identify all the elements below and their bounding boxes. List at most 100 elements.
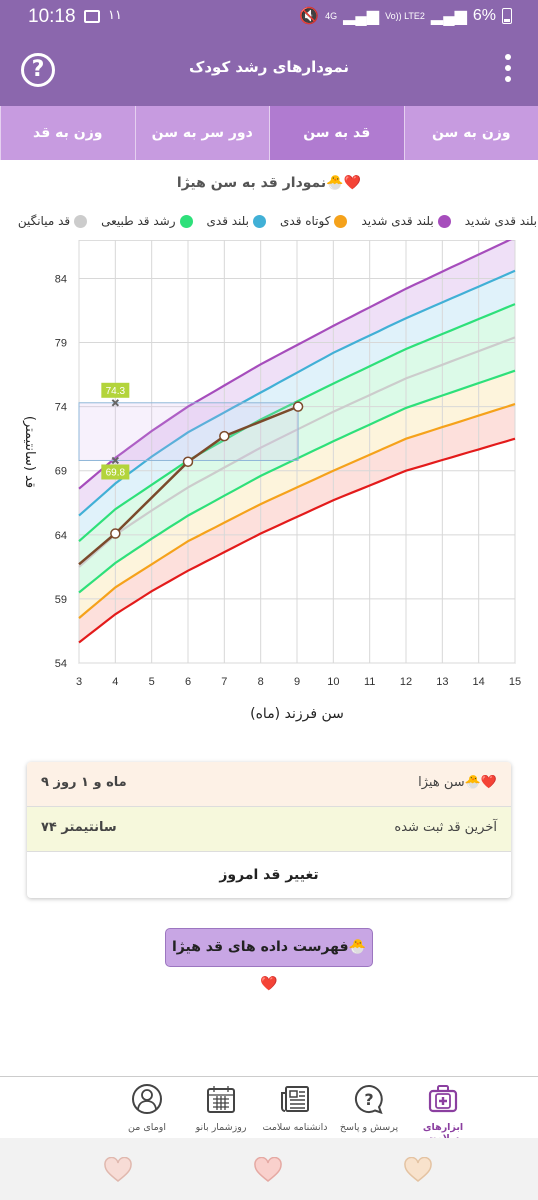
status-time: 10:18 (28, 6, 76, 27)
network-type: 4G (325, 10, 338, 21)
x-tick-label: 7 (221, 676, 227, 688)
series-line (78, 369, 516, 594)
chart-svg[interactable]: 74.3 69.8 3 4 5 6 7 8 9 10 11 12 13 14 15 54 59 64 69 74 79… (0, 236, 538, 730)
legend-item-normal[interactable]: رشد قد طبیعی (101, 214, 193, 228)
tab-weight-for-age[interactable]: وزن به سن (403, 106, 538, 160)
x-tick-label: 13 (436, 676, 448, 688)
x-tick-label: 15 (509, 676, 521, 688)
legend-label: کوتاه قدی (280, 214, 331, 228)
status-bar: 10:18 ۱۱ 🔇 4G ▂▄▆ Vo)) LTE2 ▂▄▆ 6% (0, 0, 538, 34)
legend-label: بلند قدی شدید (464, 214, 537, 228)
legend-label: بلند قدی (206, 214, 249, 228)
x-tick-label: 5 (149, 676, 155, 688)
nav-calendar[interactable]: روزشمار بانو (184, 1077, 258, 1138)
help-button[interactable]: ? (21, 53, 55, 87)
calendar-icon (207, 1086, 235, 1113)
change-height-button[interactable]: تغییر قد امروز (219, 867, 319, 883)
marker-label: 74.3 (106, 386, 126, 397)
nav-label: روزشمار بانو (195, 1122, 247, 1133)
chart-legend: بلند قدی شدید بلند قدی شدید کوتاه قدی بل… (18, 214, 538, 228)
series-line (78, 303, 516, 543)
y-tick-label: 59 (55, 594, 67, 606)
heart-icon[interactable] (403, 1157, 433, 1183)
battery-icon (502, 8, 512, 24)
heart-icon[interactable] (103, 1157, 133, 1183)
newspaper-icon (281, 1086, 309, 1112)
legend-item-short[interactable]: کوتاه قدی (280, 214, 348, 228)
app-bar: ? نمودارهای رشد کودک (0, 34, 538, 106)
last-height-label: آخرین قد ثبت شده (394, 820, 497, 835)
medical-kit-icon (428, 1085, 458, 1113)
child-data-point (182, 456, 194, 468)
legend-dot (437, 214, 451, 228)
tab-weight-for-height[interactable]: وزن به قد (0, 106, 135, 160)
marker-cross (111, 456, 120, 465)
nav-label: دانشنامه سلامت (262, 1122, 328, 1133)
age-row: سن هیژا🐣❤️ ۹ ماه و ۱ روز (27, 762, 511, 807)
heart-icon[interactable] (253, 1157, 283, 1183)
x-tick-label: 3 (76, 676, 82, 688)
x-tick-label: 4 (112, 676, 118, 688)
legend-item-very-tall[interactable]: بلند قدی شدید (361, 214, 451, 228)
last-height-row: آخرین قد ثبت شده ۷۴ سانتیمتر (27, 807, 511, 852)
legend-dot (334, 214, 348, 228)
x-tick-label: 8 (258, 676, 264, 688)
question-bubble-icon: ? (354, 1084, 383, 1115)
child-data-point (219, 430, 230, 442)
mute-icon: 🔇 (299, 8, 320, 25)
marker-label: 69.8 (106, 467, 126, 478)
legend-label: بلند قدی شدید (361, 214, 434, 228)
y-tick-label: 84 (55, 273, 67, 285)
signal-icon-2: ▂▄▆ (430, 8, 467, 25)
marker-cross (111, 399, 120, 407)
legend-item-average[interactable]: قد میانگین (18, 214, 88, 228)
gallery-icon (84, 10, 100, 23)
value-marker: 69.8 (101, 456, 130, 480)
series-line (78, 269, 516, 517)
height-for-age-chart: 74.3 69.8 3 4 5 6 7 8 9 10 11 12 13 14 15 54 59 64 69 74 79… (0, 236, 538, 730)
marker-label-bg (101, 382, 130, 398)
series-line (78, 336, 516, 568)
x-tick-label: 14 (473, 676, 485, 688)
x-tick-label: 6 (185, 676, 191, 688)
y-tick-label: 54 (55, 658, 67, 670)
nav-profile[interactable]: اومای من (110, 1077, 184, 1138)
legend-label: رشد قد طبیعی (101, 214, 176, 228)
legend-dot (253, 214, 266, 228)
overflow-menu-button[interactable] (504, 54, 512, 86)
x-tick-label: 12 (400, 676, 412, 688)
legend-item-tall[interactable]: بلند قدی (207, 214, 266, 228)
age-value: ۹ ماه و ۱ روز (41, 775, 127, 790)
battery-level: 6% (472, 7, 496, 24)
nav-encyclopedia[interactable]: دانشنامه سلامت (258, 1077, 332, 1138)
series-line (78, 403, 516, 619)
y-axis-label: قد (سانتیمتر) (22, 416, 37, 488)
child-data-point (110, 528, 121, 539)
tab-head-for-age[interactable]: دور سر به سن (134, 106, 270, 160)
app-title: نمودارهای رشد کودک (188, 58, 350, 76)
y-tick-label: 69 (55, 466, 67, 478)
svg-text:?: ? (364, 1090, 373, 1109)
legend-dot (179, 214, 193, 228)
tab-height-for-age[interactable]: قد به سن (269, 106, 404, 160)
nav-qa[interactable]: ? پرسش و پاسخ (332, 1077, 406, 1138)
age-label: سن هیژا🐣❤️ (418, 775, 497, 790)
legend-item-cut[interactable]: بلند قدی شدید (465, 214, 538, 228)
x-axis-label: سن فرزند (ماه) (250, 706, 344, 722)
last-height-value: ۷۴ سانتیمتر (41, 820, 117, 835)
height-list-button[interactable]: فهرست داده های قد هیژا🐣❤️ (165, 928, 373, 992)
profile-icon (132, 1084, 162, 1114)
nav-health-tools[interactable]: ابزارهای سلامت (406, 1077, 480, 1144)
highlight-box (78, 402, 299, 461)
tab-bar: وزن به سن قد به سن دور سر به سن وزن به ق… (0, 106, 538, 160)
x-tick-label: 10 (327, 676, 339, 688)
series-line (78, 236, 516, 490)
system-nav-bar (0, 1138, 538, 1200)
nav-label: اومای من (128, 1122, 166, 1133)
y-tick-label: 79 (55, 338, 67, 350)
legend-dot (74, 214, 88, 228)
value-marker: 74.3 (101, 382, 130, 407)
notification-count: ۱۱ (108, 8, 122, 23)
y-tick-label: 64 (55, 530, 67, 542)
x-tick-label: 11 (364, 676, 375, 688)
